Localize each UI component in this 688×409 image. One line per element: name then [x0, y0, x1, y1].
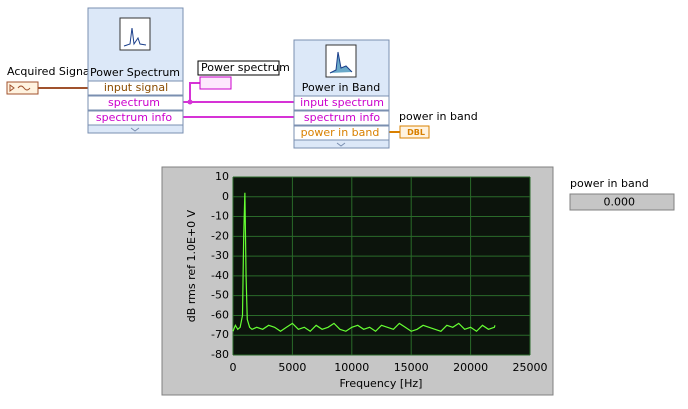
control-terminal [6, 81, 39, 95]
plot-area [233, 177, 530, 355]
x-tick-label: 10000 [334, 361, 369, 374]
chevron [336, 142, 346, 147]
chevron [130, 127, 140, 132]
node-row [87, 110, 184, 126]
terminal-icon [9, 84, 31, 92]
indicator-value: 0.000 [604, 196, 636, 209]
node-row [293, 125, 390, 141]
y-tick-label: 10 [215, 170, 229, 183]
indicator-terminal [199, 76, 232, 90]
indicator-label-box [197, 60, 280, 76]
icon-graph [329, 51, 353, 74]
node-title: Power Spectrum [90, 66, 180, 79]
y-axis-label: dB rms ref 1.0E+0 V [185, 209, 198, 322]
y-tick-label: -40 [211, 269, 229, 282]
y-tick-label: -80 [211, 348, 229, 361]
x-tick-label: 20000 [453, 361, 488, 374]
x-tick-label: 25000 [513, 361, 548, 374]
y-tick-label: -20 [211, 229, 229, 242]
y-tick-label: -60 [211, 308, 229, 321]
wire-junction [187, 99, 193, 105]
series-line [232, 192, 496, 333]
terminal-label: spectrum info [96, 111, 172, 124]
indicator-label: power in band [570, 177, 649, 190]
indicator-label: power in band [399, 110, 478, 123]
icon-graph [123, 27, 147, 47]
terminal-label: power in band [301, 126, 380, 139]
numeric-indicator [569, 193, 675, 211]
indicator-terminal [399, 125, 430, 139]
wires [38, 82, 400, 133]
node-title: Power in Band [302, 81, 381, 94]
y-tick-label: -70 [211, 328, 229, 341]
x-tick-label: 15000 [394, 361, 429, 374]
control-label: Acquired Signal [7, 65, 93, 78]
wire [183, 82, 294, 103]
x-tick-label: 0 [230, 361, 237, 374]
y-tick-label: -10 [211, 210, 229, 223]
terminal-label: input signal [104, 81, 168, 94]
terminal-label: spectrum [108, 96, 160, 109]
x-tick-label: 5000 [278, 361, 306, 374]
node-row [87, 80, 184, 96]
terminal-type: DBL [407, 128, 425, 137]
x-axis-label: Frequency [Hz] [340, 377, 423, 390]
node-row [293, 95, 390, 111]
y-tick-label: 0 [222, 190, 229, 203]
node-row [293, 110, 390, 126]
node-row [87, 95, 184, 111]
terminal-label: spectrum info [304, 111, 380, 124]
terminal-label: input spectrum [300, 96, 384, 109]
y-tick-label: -50 [211, 289, 229, 302]
y-tick-label: -30 [211, 249, 229, 262]
indicator-label: Power spectrum [201, 61, 290, 74]
